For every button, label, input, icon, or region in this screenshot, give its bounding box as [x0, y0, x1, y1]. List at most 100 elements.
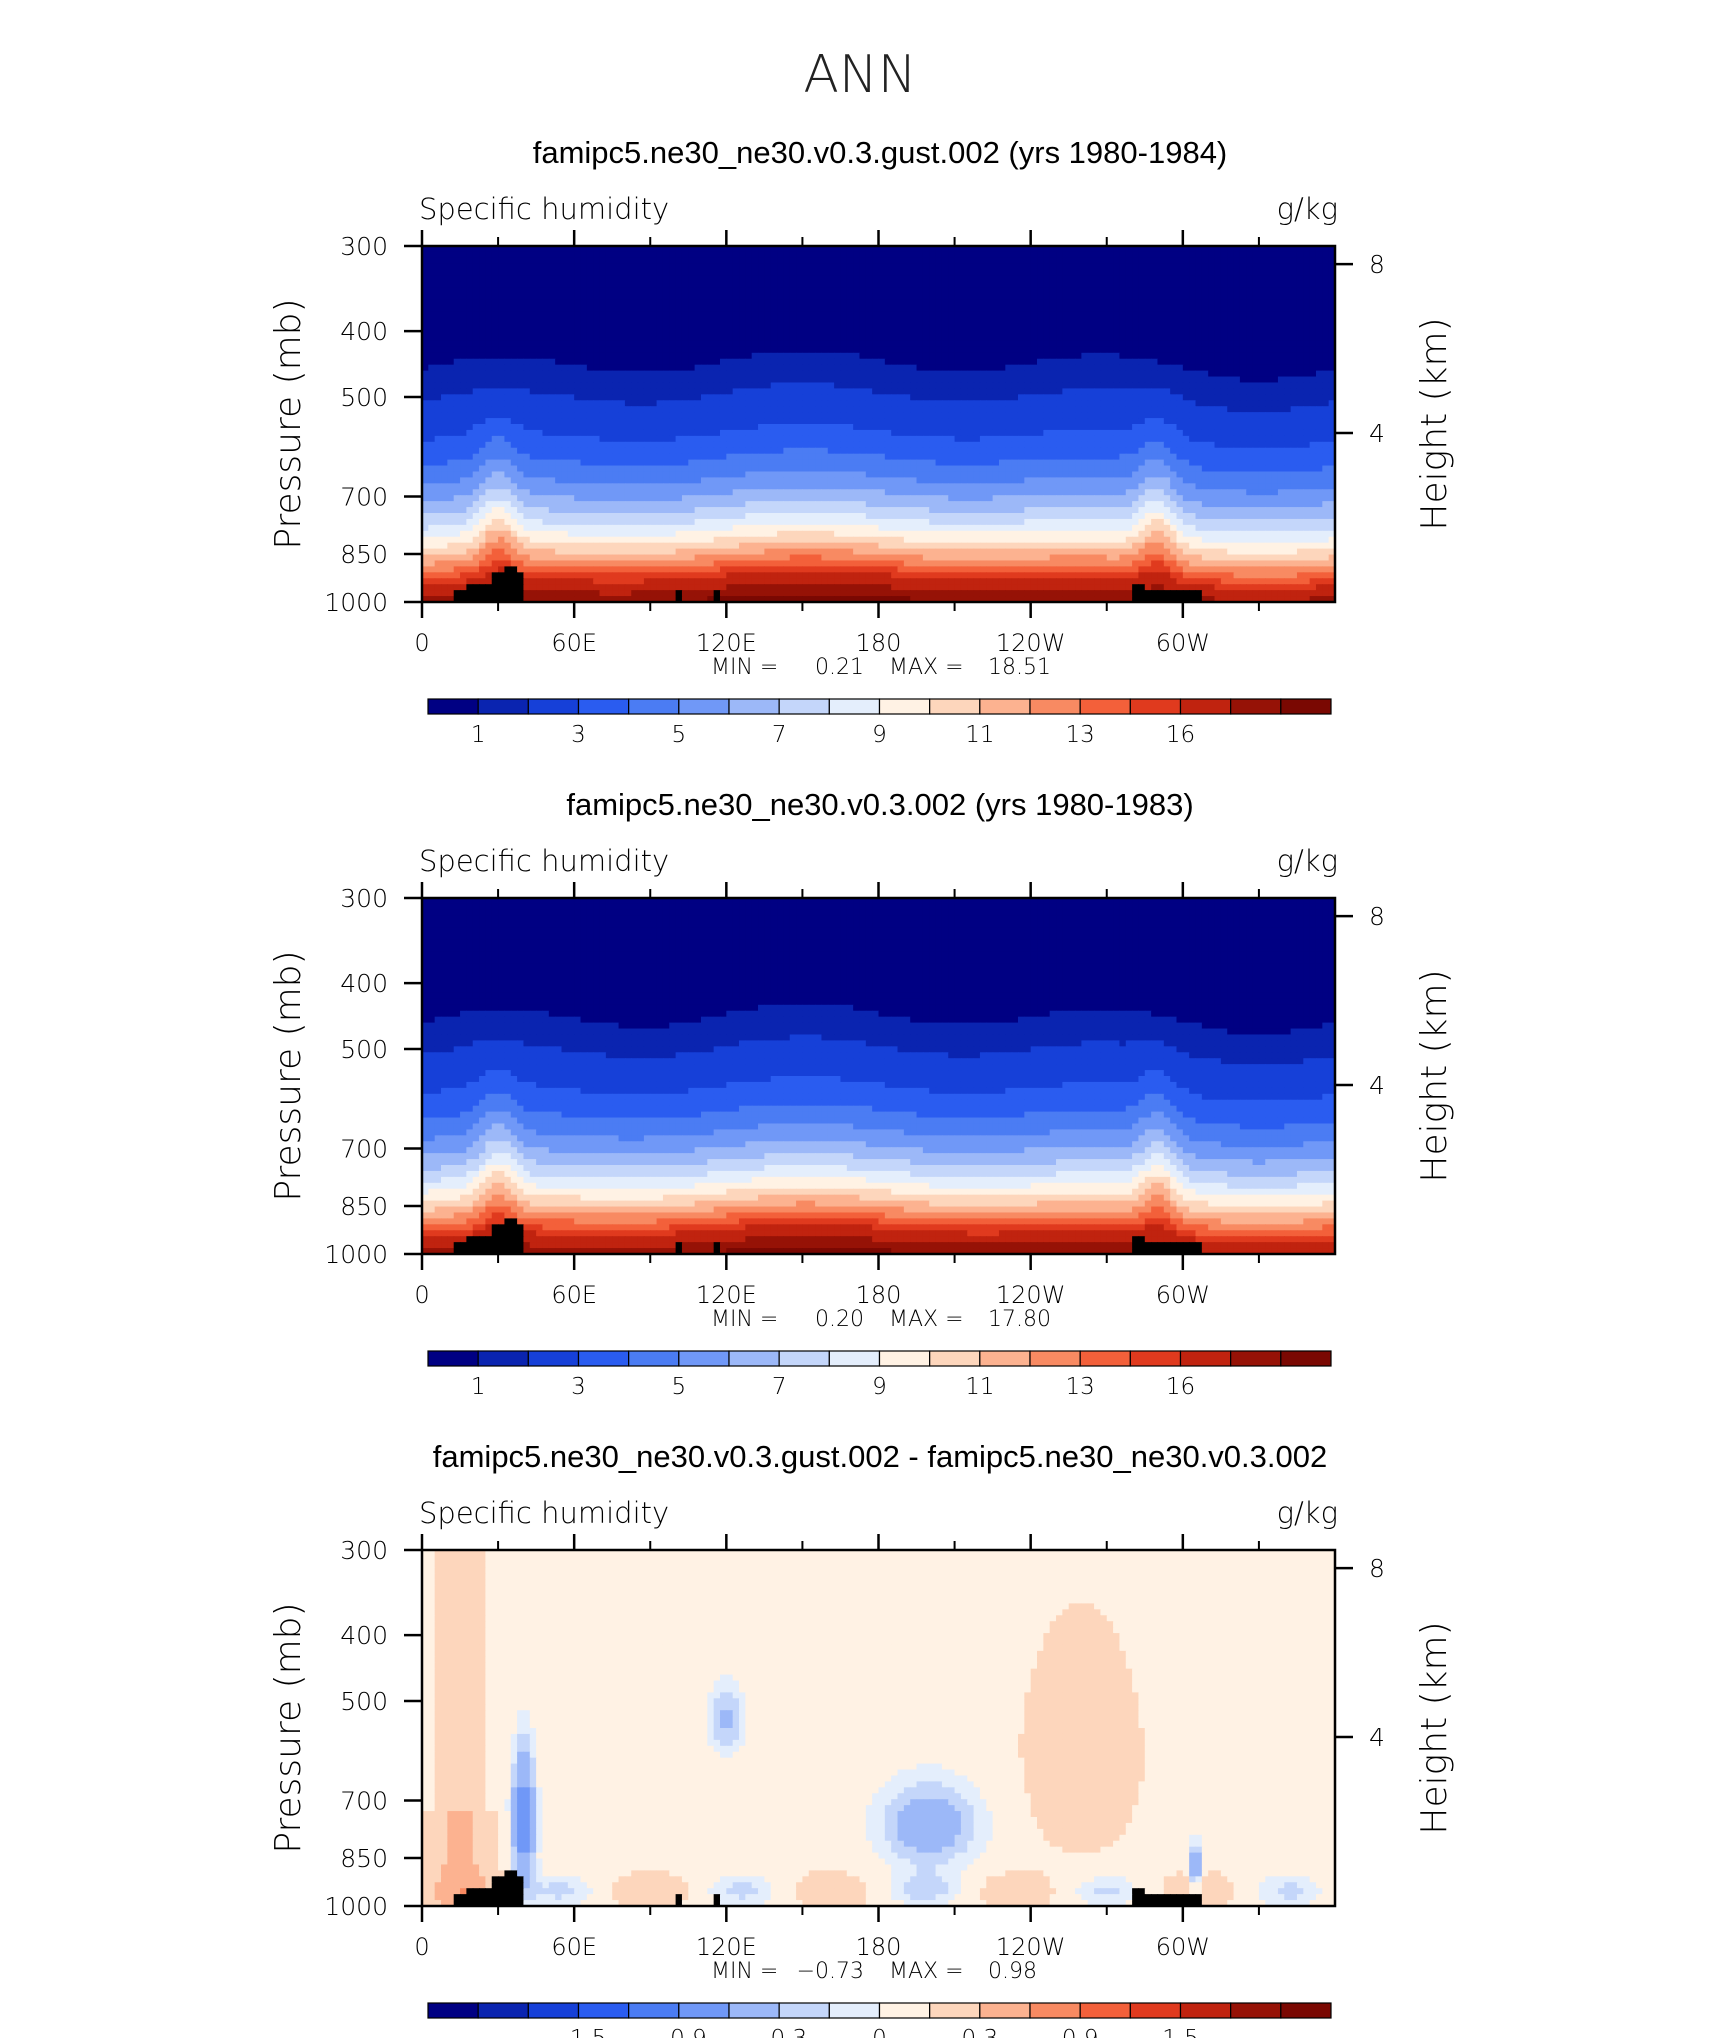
- field-cell: [606, 311, 613, 318]
- field-cell: [739, 418, 746, 425]
- field-cell: [593, 252, 600, 259]
- field-cell: [853, 371, 860, 378]
- field-cell: [948, 448, 955, 455]
- field-cell: [752, 305, 759, 312]
- field-cell: [764, 347, 771, 354]
- field-cell: [631, 382, 638, 389]
- field-cell: [1075, 347, 1082, 354]
- field-cell: [638, 400, 645, 407]
- field-cell: [1246, 293, 1253, 300]
- field-cell: [587, 299, 594, 306]
- field-cell: [473, 400, 480, 407]
- field-cell: [796, 388, 803, 395]
- field-cell: [1056, 323, 1063, 330]
- field-cell: [707, 388, 714, 395]
- field-cell: [561, 305, 568, 312]
- field-cell: [809, 347, 816, 354]
- field-cell: [1062, 377, 1069, 384]
- field-cell: [682, 377, 689, 384]
- field-cell: [1081, 359, 1088, 366]
- field-cell: [1253, 442, 1260, 449]
- field-cell: [619, 264, 626, 271]
- field-cell: [866, 359, 873, 366]
- field-cell: [1069, 293, 1076, 300]
- field-cell: [777, 264, 784, 271]
- field-cell: [1132, 394, 1139, 401]
- field-cell: [454, 388, 461, 395]
- field-cell: [1138, 270, 1145, 277]
- field-cell: [904, 341, 911, 348]
- field-cell: [904, 293, 911, 300]
- field-cell: [974, 424, 981, 431]
- field-cell: [929, 311, 936, 318]
- field-cell: [435, 382, 442, 389]
- field-cell: [936, 448, 943, 455]
- field-cell: [1119, 436, 1126, 443]
- field-cell: [504, 418, 511, 425]
- field-cell: [1145, 418, 1152, 425]
- field-cell: [764, 388, 771, 395]
- field-cell: [1202, 412, 1209, 419]
- field-cell: [777, 258, 784, 265]
- field-cell: [714, 311, 721, 318]
- field-cell: [498, 412, 505, 419]
- field-cell: [682, 448, 689, 455]
- field-cell: [790, 388, 797, 395]
- field-cell: [764, 406, 771, 413]
- field-cell: [1126, 400, 1133, 407]
- field-cell: [1094, 347, 1101, 354]
- field-cell: [1284, 406, 1291, 413]
- field-cell: [879, 442, 886, 449]
- field-cell: [650, 276, 657, 283]
- field-cell: [1208, 365, 1215, 372]
- field-cell: [1012, 299, 1019, 306]
- field-cell: [720, 448, 727, 455]
- field-cell: [1113, 288, 1120, 295]
- field-cell: [802, 359, 809, 366]
- field-cell: [1062, 276, 1069, 283]
- field-cell: [1005, 377, 1012, 384]
- field-cell: [942, 382, 949, 389]
- field-cell: [752, 448, 759, 455]
- field-cell: [1297, 365, 1304, 372]
- field-cell: [1119, 382, 1126, 389]
- field-cell: [790, 305, 797, 312]
- field-cell: [815, 288, 822, 295]
- field-cell: [701, 412, 708, 419]
- field-cell: [929, 299, 936, 306]
- field-cell: [1246, 412, 1253, 419]
- field-cell: [1322, 406, 1329, 413]
- field-cell: [1272, 359, 1279, 366]
- field-cell: [1050, 293, 1057, 300]
- field-cell: [1100, 394, 1107, 401]
- field-cell: [999, 418, 1006, 425]
- field-cell: [530, 270, 537, 277]
- field-cell: [466, 353, 473, 360]
- units-label: g/kg: [1277, 192, 1338, 226]
- field-cell: [910, 359, 917, 366]
- field-cell: [853, 418, 860, 425]
- field-cell: [1113, 323, 1120, 330]
- field-cell: [1094, 418, 1101, 425]
- field-cell: [891, 299, 898, 306]
- field-cell: [1031, 293, 1038, 300]
- field-cell: [1240, 293, 1247, 300]
- field-cell: [669, 412, 676, 419]
- field-cell: [891, 276, 898, 283]
- field-cell: [485, 323, 492, 330]
- field-cell: [980, 270, 987, 277]
- field-cell: [447, 442, 454, 449]
- field-cell: [581, 341, 588, 348]
- field-cell: [891, 323, 898, 330]
- field-cell: [549, 412, 556, 419]
- field-cell: [1183, 323, 1190, 330]
- field-cell: [815, 293, 822, 300]
- field-cell: [898, 264, 905, 271]
- field-cell: [504, 382, 511, 389]
- field-cell: [967, 270, 974, 277]
- field-cell: [1221, 436, 1228, 443]
- field-cell: [1005, 412, 1012, 419]
- field-cell: [1043, 305, 1050, 312]
- field-cell: [1031, 317, 1038, 324]
- field-cell: [466, 442, 473, 449]
